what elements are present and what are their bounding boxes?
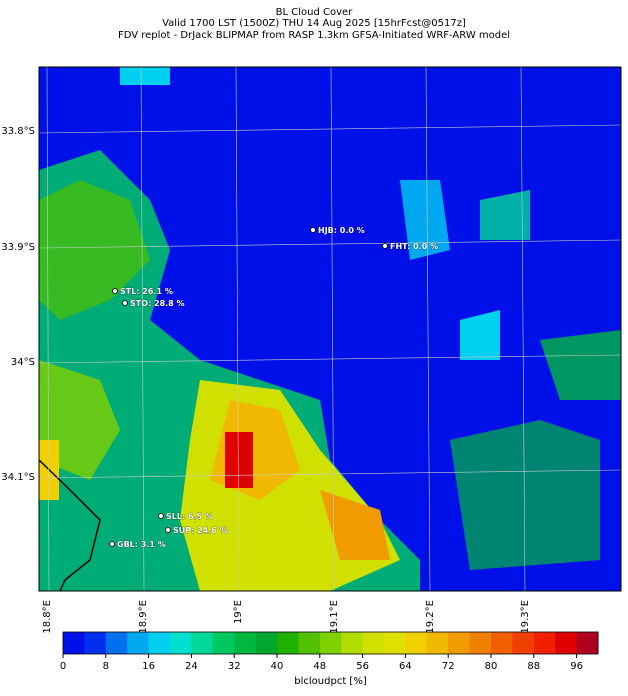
station-marker xyxy=(310,227,316,233)
colorbar-segment xyxy=(105,632,128,654)
title: BL Cloud Cover xyxy=(276,7,354,18)
colorbar-label: blcloudpct [%] xyxy=(294,676,367,687)
colorbar-segment xyxy=(63,632,85,654)
colorbar-segment xyxy=(341,632,364,654)
colorbar-tick-label: 56 xyxy=(356,661,369,672)
subtitle: Valid 1700 LST (1500Z) THU 14 Aug 2025 [… xyxy=(162,18,466,29)
station-marker xyxy=(158,513,164,519)
colorbar-tick-label: 48 xyxy=(313,661,326,672)
station-label: STO: 28.8 % xyxy=(130,299,185,308)
station-label: GBL: 3.1 % xyxy=(117,540,166,549)
lat-label: 33.8°S xyxy=(1,126,35,137)
colorbar-segment xyxy=(448,632,471,654)
station-label: FHT: 0.0 % xyxy=(390,242,438,251)
lon-label: 19.1°E xyxy=(329,600,340,634)
station-marker xyxy=(122,300,128,306)
colorbar-segment xyxy=(405,632,428,654)
lon-label: 18.9°E xyxy=(138,600,149,634)
colorbar-segment xyxy=(277,632,299,654)
colorbar-tick-label: 72 xyxy=(442,661,455,672)
colorbar-segment xyxy=(362,632,385,654)
station-label: STL: 26.1 % xyxy=(120,287,173,296)
colorbar-segment xyxy=(234,632,257,654)
colorbar-tick-label: 32 xyxy=(228,661,241,672)
colorbar-tick-label: 88 xyxy=(527,661,540,672)
lon-label: 19°E xyxy=(233,600,244,624)
colorbar-tick-label: 24 xyxy=(185,661,198,672)
colorbar-tick-label: 0 xyxy=(60,661,66,672)
station-label: HJB: 0.0 % xyxy=(318,226,365,235)
colorbar-segment xyxy=(533,632,556,654)
station-marker xyxy=(109,541,115,547)
colorbar-segment xyxy=(512,632,535,654)
source: FDV replot - DrJack BLIPMAP from RASP 1.… xyxy=(118,30,510,41)
colorbar-frame xyxy=(62,631,599,655)
lon-label: 19.3°E xyxy=(520,600,531,634)
map xyxy=(38,66,622,592)
colorbar-segment xyxy=(319,632,342,654)
colorbar-segment xyxy=(191,632,214,654)
colorbar-segment xyxy=(491,632,513,654)
colorbar-segment xyxy=(298,632,321,654)
station-marker xyxy=(382,243,388,249)
lon-label: 19.2°E xyxy=(425,600,436,634)
lat-label: 33.9°S xyxy=(1,242,35,253)
colorbar-segment xyxy=(555,632,578,654)
colorbar-tick-label: 40 xyxy=(271,661,284,672)
lat-label: 34.1°S xyxy=(1,472,35,483)
lon-label: 18.8°E xyxy=(42,600,53,634)
station-label: SUP: 24.6 % xyxy=(173,526,228,535)
station-marker xyxy=(112,288,118,294)
station-label: SLL: 6.5 % xyxy=(166,512,213,521)
colorbar-segment xyxy=(170,632,192,654)
colorbar-segment xyxy=(576,632,599,654)
colorbar-segment xyxy=(384,632,406,654)
colorbar-segment xyxy=(469,632,492,654)
colorbar-tick-label: 96 xyxy=(570,661,583,672)
station-marker xyxy=(165,527,171,533)
colorbar-segment xyxy=(84,632,107,654)
colorbar-segment xyxy=(148,632,171,654)
colorbar-segment xyxy=(255,632,278,654)
colorbar-tick-label: 16 xyxy=(142,661,155,672)
colorbar-segment xyxy=(127,632,150,654)
colorbar-tick-label: 8 xyxy=(103,661,109,672)
lat-label: 34°S xyxy=(11,357,35,368)
colorbar-tick-label: 80 xyxy=(485,661,498,672)
colorbar-tick-label: 64 xyxy=(399,661,412,672)
colorbar-segment xyxy=(426,632,449,654)
colorbar-segment xyxy=(212,632,235,654)
